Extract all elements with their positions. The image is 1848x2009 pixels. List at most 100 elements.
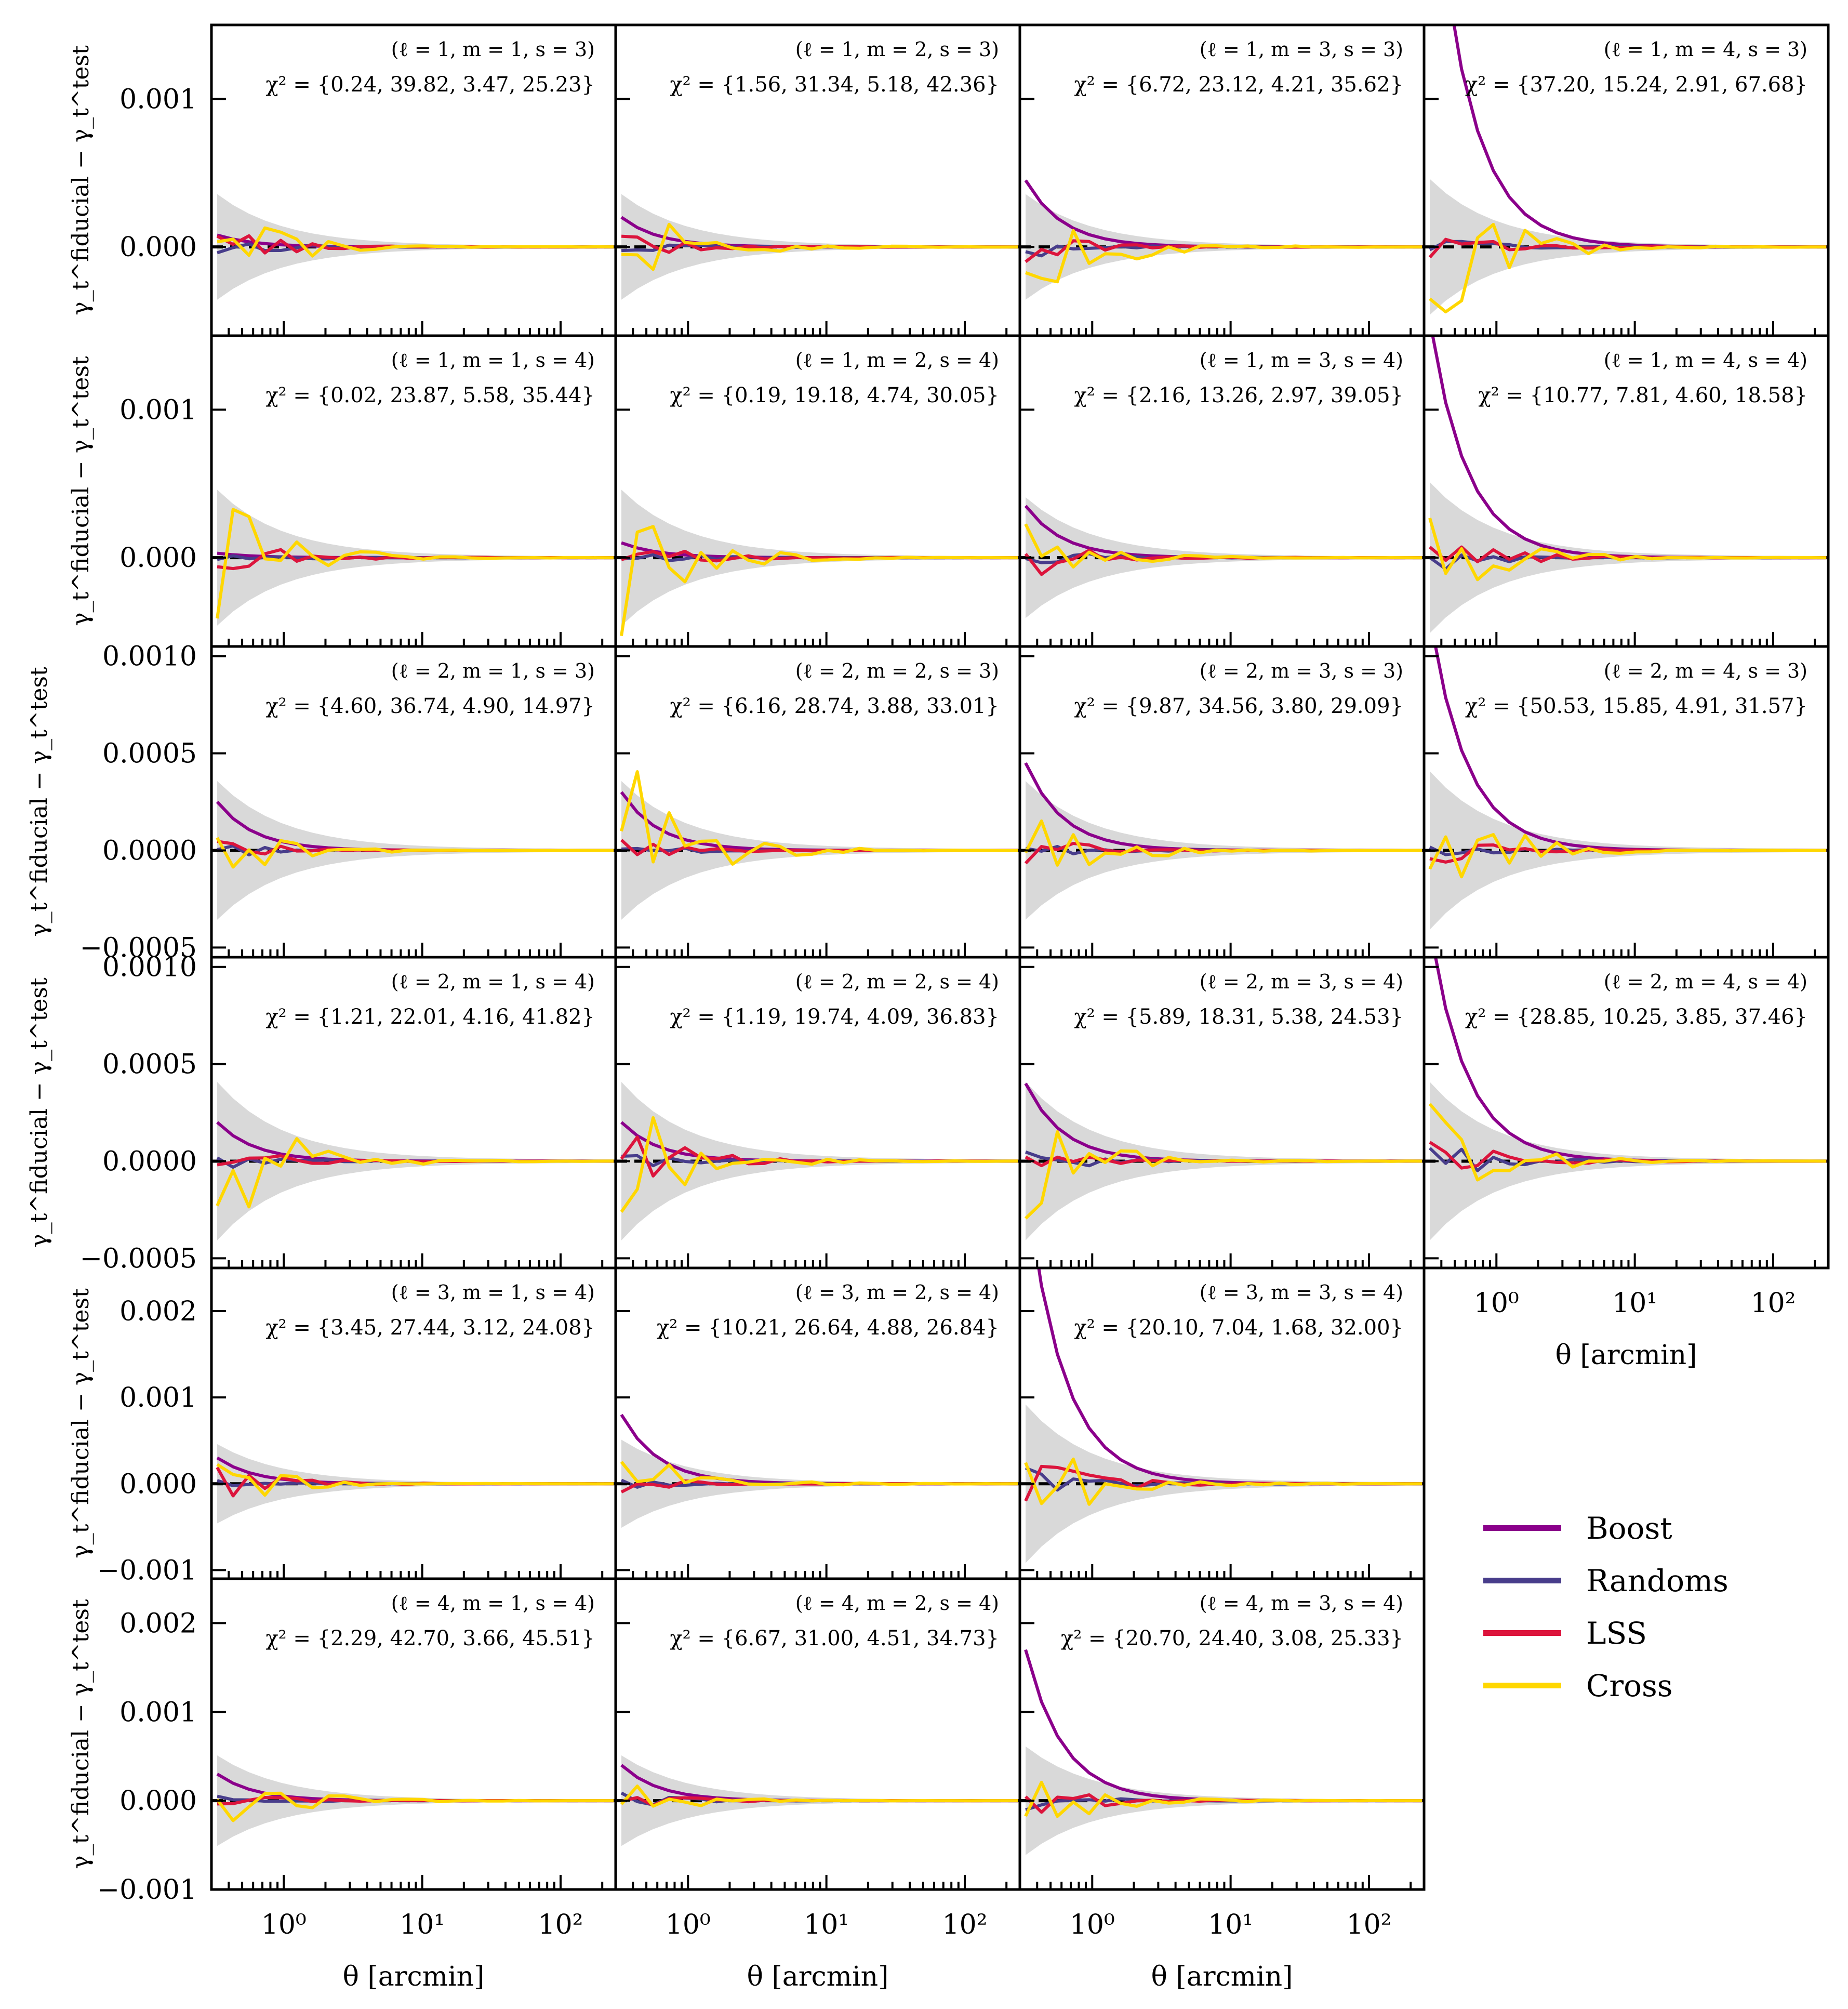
y-tick-label: 0.000	[119, 1786, 197, 1817]
series-cross	[1025, 229, 1422, 284]
x-axis-label: θ [arcmin]	[1555, 1340, 1697, 1371]
chi2-annotation: χ² = {2.16, 13.26, 2.97, 39.05}	[1074, 384, 1403, 407]
panel: (ℓ = 1, m = 4, s = 3) χ² = {37.20, 15.24,…	[1422, 23, 1830, 337]
legend-item-randoms: Randoms	[1483, 1554, 1729, 1607]
series-cross	[620, 1116, 1018, 1213]
series-cross	[1429, 222, 1827, 314]
plot-area	[211, 490, 616, 626]
panel: (ℓ = 2, m = 4, s = 3) χ² = {50.53, 15.85,…	[1422, 645, 1830, 959]
series-cross	[620, 1461, 1018, 1487]
chi2-annotation: χ² = {0.24, 39.82, 3.47, 25.23}	[265, 73, 595, 97]
chi2-annotation: χ² = {10.77, 7.81, 4.60, 18.58}	[1478, 384, 1807, 407]
plot-area	[1020, 1268, 1424, 1563]
plot-area	[1424, 336, 1828, 633]
x-tick-label: 10¹	[1208, 1909, 1253, 1940]
panel-frame	[1018, 1577, 1426, 1891]
series-cross	[1428, 517, 1827, 581]
plot-area	[616, 1413, 1020, 1528]
y-tick-label: −0.0005	[79, 932, 197, 963]
legend-label: LSS	[1586, 1615, 1647, 1651]
series-cross	[620, 525, 1018, 637]
legend-item-cross: Cross	[1483, 1659, 1729, 1712]
plot-area	[1020, 762, 1424, 920]
panel-frame	[1018, 1266, 1426, 1580]
plot-area	[1424, 957, 1828, 1240]
panel: (ℓ = 2, m = 2, s = 4) χ² = {1.19, 19.74, …	[614, 956, 1021, 1270]
panel-frame	[1018, 645, 1426, 959]
chi2-annotation: χ² = {4.60, 36.74, 4.90, 14.97}	[265, 694, 595, 718]
series-cross	[620, 1785, 1018, 1808]
panel-frame	[614, 1266, 1021, 1580]
panel: (ℓ = 4, m = 2, s = 4) χ² = {6.67, 31.00, …	[614, 1577, 1021, 1992]
chi2-annotation: χ² = {10.21, 26.64, 4.88, 26.84}	[657, 1316, 999, 1340]
chi2-annotation: χ² = {2.29, 42.70, 3.66, 45.51}	[265, 1627, 595, 1650]
x-tick-label: 10²	[1346, 1909, 1391, 1940]
legend-swatch-lss	[1483, 1630, 1561, 1636]
panel: (ℓ = 3, m = 3, s = 4) χ² = {20.10, 7.04, …	[1018, 1266, 1426, 1580]
plot-area	[211, 1755, 616, 1846]
plot-area	[1424, 25, 1828, 315]
panel-frame	[210, 956, 617, 1270]
chi2-annotation: χ² = {28.85, 10.25, 3.85, 37.46}	[1465, 1005, 1807, 1029]
panel-frame	[614, 956, 1021, 1270]
x-axis-label: θ [arcmin]	[343, 1961, 485, 1992]
x-axis-label: θ [arcmin]	[1151, 1961, 1293, 1992]
series-cross	[216, 837, 614, 869]
panel-frame	[210, 23, 617, 337]
chi2-annotation: χ² = {5.89, 18.31, 5.38, 24.53}	[1074, 1005, 1403, 1029]
plot-area	[616, 490, 1020, 637]
panel-label: (ℓ = 1, m = 3, s = 3)	[1200, 38, 1403, 61]
x-tick-label: 10¹	[400, 1909, 445, 1940]
plot-area	[1020, 179, 1424, 300]
panel-label: (ℓ = 1, m = 4, s = 4)	[1604, 349, 1807, 372]
series-cross	[216, 1137, 614, 1209]
chi2-annotation: χ² = {0.19, 19.18, 4.74, 30.05}	[670, 384, 999, 407]
chi2-annotation: χ² = {20.70, 24.40, 3.08, 25.33}	[1061, 1627, 1403, 1650]
plot-area	[1020, 497, 1424, 618]
panel-frame	[1422, 956, 1830, 1270]
chi2-annotation: χ² = {3.45, 27.44, 3.12, 24.08}	[265, 1316, 595, 1340]
panel: (ℓ = 3, m = 2, s = 4) χ² = {10.21, 26.64,…	[614, 1266, 1021, 1580]
panel-label: (ℓ = 2, m = 4, s = 3)	[1604, 659, 1807, 682]
panel-frame	[614, 23, 1021, 337]
panel: (ℓ = 4, m = 3, s = 4) χ² = {20.70, 24.40,…	[1018, 1577, 1426, 1992]
y-axis-label: γ_t^fiducial − γ_t^test	[26, 977, 52, 1248]
panel: (ℓ = 1, m = 4, s = 4) χ² = {10.77, 7.81, …	[1422, 334, 1830, 648]
panel: −0.0005 0.0000 0.0005 0.0010 (ℓ = 2, m = 1, …	[26, 952, 617, 1274]
y-tick-label: 0.002	[119, 1608, 197, 1639]
y-tick-label: 0.000	[119, 1469, 197, 1500]
chi2-annotation: χ² = {1.21, 22.01, 4.16, 41.82}	[265, 1005, 595, 1029]
plot-area	[211, 1444, 616, 1524]
panel-frame	[210, 1266, 617, 1580]
panel-label: (ℓ = 2, m = 1, s = 3)	[391, 659, 595, 682]
y-axis-label: γ_t^fiducial − γ_t^test	[68, 45, 94, 315]
panel-frame	[614, 334, 1021, 648]
panel-label: (ℓ = 4, m = 3, s = 4)	[1200, 1592, 1403, 1615]
plot-area	[211, 781, 616, 920]
panel-frame	[210, 645, 617, 959]
panel-frame	[1018, 334, 1426, 648]
x-tick-label: 10¹	[804, 1909, 849, 1940]
legend-item-lss: LSS	[1483, 1607, 1729, 1659]
series-cross	[216, 508, 614, 619]
series-boost	[1434, 646, 1827, 852]
panel-label: (ℓ = 2, m = 2, s = 4)	[795, 970, 999, 993]
panel-label: (ℓ = 1, m = 3, s = 4)	[1200, 349, 1403, 372]
plot-area	[616, 1081, 1020, 1240]
legend-swatch-boost	[1483, 1525, 1561, 1531]
panel-label: (ℓ = 2, m = 4, s = 4)	[1604, 970, 1807, 993]
chi2-annotation: χ² = {9.87, 34.56, 3.80, 29.09}	[1074, 694, 1403, 718]
panel-label: (ℓ = 1, m = 4, s = 3)	[1604, 38, 1807, 61]
chi2-annotation: χ² = {37.20, 15.24, 2.91, 67.68}	[1465, 73, 1807, 97]
y-tick-label: 0.0005	[102, 1049, 197, 1080]
panel-label: (ℓ = 3, m = 2, s = 4)	[795, 1281, 999, 1304]
panel-label: (ℓ = 1, m = 1, s = 4)	[391, 349, 595, 372]
y-axis-label: γ_t^fiducial − γ_t^test	[68, 1288, 94, 1558]
panel: (ℓ = 2, m = 4, s = 4) χ² = {28.85, 10.25,…	[1422, 956, 1830, 1371]
series-cross	[1428, 1103, 1827, 1182]
legend-label: Boost	[1586, 1510, 1672, 1546]
plot-area	[211, 194, 616, 300]
chi2-annotation: χ² = {6.16, 28.74, 3.88, 33.01}	[670, 694, 999, 718]
panel-label: (ℓ = 4, m = 2, s = 4)	[795, 1592, 999, 1615]
chi2-annotation: χ² = {50.53, 15.85, 4.91, 31.57}	[1465, 694, 1807, 718]
